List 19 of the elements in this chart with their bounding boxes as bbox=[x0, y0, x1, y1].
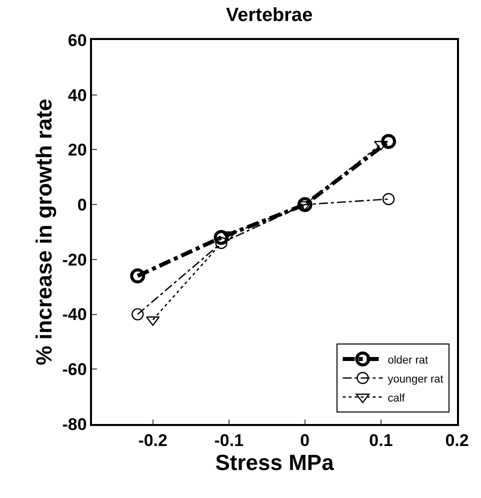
x-tick-label: -0.1 bbox=[214, 431, 244, 450]
legend-label: calf bbox=[388, 392, 406, 404]
y-tick-label: 60 bbox=[68, 30, 87, 50]
legend-label: younger rat bbox=[388, 373, 444, 386]
y-tick-label: 40 bbox=[68, 86, 87, 105]
y-tick-label: 20 bbox=[68, 140, 87, 160]
legend-label: older rat bbox=[388, 354, 428, 366]
y-tick-label: -20 bbox=[62, 250, 87, 270]
y-tick-label: -40 bbox=[62, 305, 87, 324]
y-axis-title: % increase in growth rate bbox=[32, 98, 57, 366]
y-tick-label: -80 bbox=[62, 414, 87, 434]
x-axis-title: Stress MPa bbox=[215, 450, 335, 476]
x-tick-label: 0 bbox=[300, 431, 310, 450]
chart-title: Vertebrae bbox=[226, 4, 313, 26]
y-tick-label: 0 bbox=[77, 196, 87, 215]
x-tick-label: 0.1 bbox=[369, 431, 393, 450]
x-tick-label: -0.2 bbox=[138, 431, 168, 450]
y-tick-label: -60 bbox=[62, 360, 87, 380]
x-tick-label: 0.2 bbox=[445, 431, 469, 450]
